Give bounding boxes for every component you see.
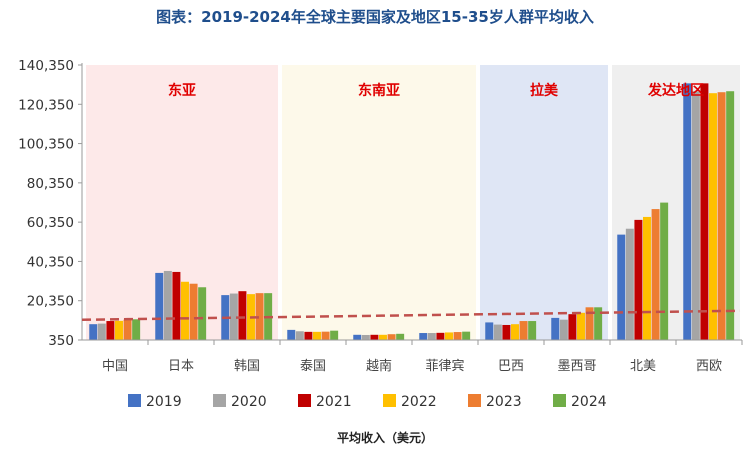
bar-北美-2023 <box>651 209 660 340</box>
bar-中国-2021 <box>106 321 115 340</box>
bar-北美-2020 <box>625 228 634 340</box>
bar-越南-2021 <box>370 334 379 340</box>
bar-巴西-2021 <box>502 324 511 340</box>
x-tick-label-1: 日本 <box>168 359 194 374</box>
bar-泰国-2020 <box>295 331 304 340</box>
bar-北美-2024 <box>660 202 669 340</box>
y-tick-label-0: 350 <box>48 333 74 349</box>
y-tick-label-5: 100,350 <box>18 137 74 153</box>
bar-西欧-2024 <box>726 91 735 341</box>
legend-label-2024: 2024 <box>571 394 607 410</box>
legend-swatch-2019 <box>128 394 141 407</box>
bar-墨西哥-2021 <box>568 314 577 340</box>
bar-菲律宾-2024 <box>462 331 471 340</box>
legend-swatch-2020 <box>213 394 226 407</box>
bar-中国-2019 <box>89 324 98 340</box>
y-tick-label-7: 140,350 <box>18 58 74 74</box>
bar-北美-2021 <box>634 219 643 340</box>
x-tick-label-2: 韩国 <box>234 359 260 374</box>
legend-label-2023: 2023 <box>486 394 522 410</box>
bar-墨西哥-2023 <box>585 307 594 340</box>
bar-墨西哥-2022 <box>577 312 585 340</box>
bar-越南-2024 <box>396 333 405 340</box>
bar-中国-2024 <box>132 319 141 340</box>
bar-菲律宾-2023 <box>453 332 462 340</box>
bar-中国-2020 <box>97 323 106 340</box>
x-tick-label-8: 北美 <box>630 359 656 374</box>
y-tick-label-4: 80,350 <box>27 176 74 192</box>
region-band-2 <box>480 65 608 340</box>
bar-越南-2020 <box>361 334 370 340</box>
bar-菲律宾-2020 <box>427 333 436 340</box>
bar-巴西-2023 <box>519 321 528 340</box>
bar-西欧-2019 <box>683 83 692 340</box>
legend-swatch-2023 <box>468 394 481 407</box>
bar-北美-2022 <box>643 216 651 340</box>
bar-菲律宾-2019 <box>419 333 428 340</box>
bar-墨西哥-2020 <box>559 319 568 340</box>
bar-墨西哥-2019 <box>551 317 560 340</box>
bar-泰国-2024 <box>330 330 339 340</box>
bar-墨西哥-2024 <box>594 307 603 340</box>
bar-泰国-2021 <box>304 331 313 340</box>
bar-北美-2019 <box>617 234 626 340</box>
bar-巴西-2022 <box>511 324 519 340</box>
bar-巴西-2019 <box>485 322 494 340</box>
bar-韩国-2020 <box>229 293 238 340</box>
bar-日本-2019 <box>155 272 164 340</box>
bar-韩国-2023 <box>255 293 264 340</box>
y-tick-label-3: 60,350 <box>27 215 74 231</box>
bar-韩国-2021 <box>238 291 247 340</box>
bar-西欧-2021 <box>700 83 709 340</box>
bar-中国-2022 <box>115 320 123 340</box>
legend-label-2019: 2019 <box>146 394 182 410</box>
x-tick-label-5: 菲律宾 <box>425 358 464 374</box>
region-band-1 <box>282 65 476 340</box>
bar-西欧-2020 <box>691 91 700 341</box>
x-tick-label-7: 墨西哥 <box>557 359 596 374</box>
x-tick-label-3: 泰国 <box>300 359 326 374</box>
bar-西欧-2022 <box>709 93 717 340</box>
x-tick-label-4: 越南 <box>366 358 392 374</box>
x-tick-label-0: 中国 <box>102 359 128 374</box>
x-tick-label-9: 西欧 <box>696 359 722 374</box>
legend-label-2020: 2020 <box>231 394 267 410</box>
bar-泰国-2022 <box>313 331 321 340</box>
region-label-2: 拉美 <box>530 82 559 99</box>
region-label-0: 东亚 <box>168 82 196 99</box>
bar-菲律宾-2021 <box>436 332 445 340</box>
bar-中国-2023 <box>123 319 132 340</box>
chart-title: 图表：2019-2024年全球主要国家及地区15-35岁人群平均收入 <box>156 8 594 26</box>
y-tick-label-1: 20,350 <box>27 294 74 310</box>
bar-巴西-2024 <box>528 321 537 340</box>
x-tick-label-6: 巴西 <box>498 359 524 374</box>
bar-泰国-2023 <box>321 331 330 340</box>
region-label-1: 东南亚 <box>358 82 400 99</box>
bar-菲律宾-2022 <box>445 332 453 340</box>
bar-泰国-2019 <box>287 329 296 340</box>
bar-西欧-2023 <box>717 92 726 341</box>
bar-越南-2023 <box>387 334 396 340</box>
bar-越南-2019 <box>353 334 362 340</box>
bar-日本-2022 <box>181 281 189 340</box>
legend-label-2021: 2021 <box>316 394 352 410</box>
y-tick-label-2: 40,350 <box>27 254 74 270</box>
bar-日本-2024 <box>198 287 207 340</box>
legend-label-2022: 2022 <box>401 394 437 410</box>
legend-swatch-2021 <box>298 394 311 407</box>
region-label-3: 发达地区 <box>647 82 704 99</box>
legend-swatch-2024 <box>553 394 566 407</box>
bar-日本-2020 <box>163 270 172 340</box>
y-tick-label-6: 120,350 <box>18 97 74 113</box>
legend-swatch-2022 <box>383 394 396 407</box>
bar-越南-2022 <box>379 334 387 340</box>
bar-日本-2023 <box>189 283 198 340</box>
bar-日本-2021 <box>172 271 181 340</box>
x-axis-label: 平均收入（美元） <box>337 430 433 445</box>
reference-line <box>81 309 741 322</box>
bar-巴西-2020 <box>493 324 502 340</box>
